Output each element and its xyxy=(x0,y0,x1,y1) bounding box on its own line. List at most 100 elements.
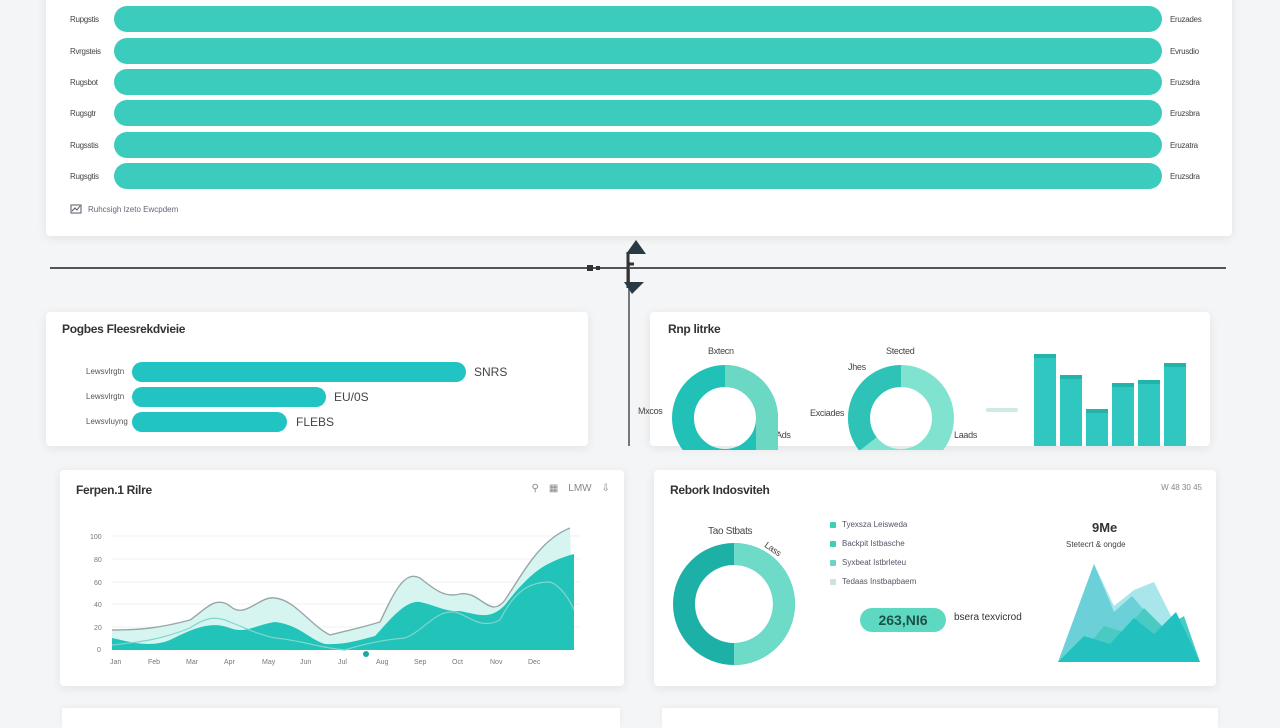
bar-label: Rugsstis xyxy=(70,141,99,150)
mini-bar-chart xyxy=(1034,354,1194,446)
panel-title: Ferpen.1 Rilre xyxy=(76,483,152,497)
bar-value: EU/0S xyxy=(334,390,369,404)
bar-row: Lewsvluyng FLEBS xyxy=(46,412,588,432)
bar[interactable] xyxy=(114,100,1162,126)
connector xyxy=(986,408,1018,412)
svg-text:May: May xyxy=(262,659,276,666)
legend-swatch xyxy=(830,521,836,528)
area-chart-panel: Ferpen.1 Rilre ⚲ ▦ LMW ⇩ 100 80 60 40 20 0 J… xyxy=(60,470,624,686)
donut-chart[interactable] xyxy=(672,360,778,450)
bar-row: Rugsbot Eruzsdra xyxy=(46,69,1232,97)
legend-swatch xyxy=(830,578,836,585)
panel-title: Rebork Indosviteh xyxy=(670,483,770,497)
resize-handle-icon[interactable] xyxy=(586,238,646,298)
donut-left-label: Mxcos xyxy=(638,406,663,416)
pan-icon[interactable]: ▦ xyxy=(548,483,559,494)
mountain-area-chart[interactable] xyxy=(1054,556,1204,666)
bar-row: Rugsstis Eruzatra xyxy=(46,132,1232,160)
bar-row: Rupgstis Eruzades xyxy=(46,6,1232,34)
area-chart[interactable]: 100 80 60 40 20 0 Jan Feb Mar Apr May Jun Jul Aug… xyxy=(60,470,624,686)
mini-bar[interactable] xyxy=(1164,363,1186,446)
donut-right-label: Ads xyxy=(776,430,791,440)
bar[interactable] xyxy=(132,362,466,382)
legend-label: Tedaas Instbapbaem xyxy=(842,577,917,586)
x-axis: Jan Feb Mar Apr May Jun Jul Aug Sep Oct Nov Dec xyxy=(110,659,541,666)
bar-label: Lewsvlrgtn xyxy=(86,367,125,376)
panel-title: Pogbes Fleesrekdvieie xyxy=(62,322,186,336)
legend-label: Backpit Istbasche xyxy=(842,539,905,548)
bar-label: Rvrgsteis xyxy=(70,47,101,56)
bar[interactable] xyxy=(114,163,1162,189)
donut-chart[interactable] xyxy=(672,542,796,666)
bar[interactable] xyxy=(114,6,1162,32)
chart-toolbar: ⚲ ▦ LMW ⇩ xyxy=(531,483,610,494)
svg-text:100: 100 xyxy=(90,534,102,541)
bar[interactable] xyxy=(114,69,1162,95)
mini-bar[interactable] xyxy=(1086,409,1108,446)
legend-item[interactable]: Syxbeat Istbrleteu xyxy=(830,553,916,572)
toolbar-text[interactable]: LMW xyxy=(568,483,592,494)
svg-text:40: 40 xyxy=(94,602,102,609)
kpi-label: bsera texvicrod xyxy=(954,612,1022,623)
bar-row: Lewsvlrgtn SNRS xyxy=(46,362,588,382)
svg-text:Jan: Jan xyxy=(110,659,121,666)
chart-footer: Ruhcsigh Izeto Ewcpdem xyxy=(70,204,178,214)
bar-value: Eruzades xyxy=(1170,15,1202,24)
donut-title: Tao Stbats xyxy=(708,526,753,537)
bar-row: Rugsgtis Eruzsdra xyxy=(46,163,1232,191)
mountain-subtitle: Stetecrt & ongde xyxy=(1066,540,1126,549)
svg-text:80: 80 xyxy=(94,557,102,564)
bar[interactable] xyxy=(114,38,1162,64)
bar-label: Lewsvluyng xyxy=(86,417,128,426)
bar[interactable] xyxy=(114,132,1162,158)
mini-bar[interactable] xyxy=(1112,383,1134,446)
mini-bar[interactable] xyxy=(1060,375,1082,446)
legend: Tyexsza Leisweda Backpit Istbasche Syxbe… xyxy=(830,515,916,591)
mountain-title: 9Me xyxy=(1092,520,1118,535)
bar-row: Rugsgtr Eruzsbra xyxy=(46,100,1232,128)
bar-label: Lewsvlrgtn xyxy=(86,392,125,401)
panel-toolbar[interactable]: W 48 30 45 xyxy=(1161,483,1202,492)
bar-label: Rugsgtis xyxy=(70,172,99,181)
vertical-splitter[interactable] xyxy=(628,262,630,446)
donut-left-label: Exciades xyxy=(810,408,845,418)
bar-value: Eruzsbra xyxy=(1170,109,1200,118)
donut-chart[interactable] xyxy=(848,360,954,450)
bar-value: SNRS xyxy=(474,365,508,379)
svg-text:0: 0 xyxy=(97,647,101,654)
bar[interactable] xyxy=(132,387,326,407)
svg-text:Aug: Aug xyxy=(376,659,389,666)
top-bar-chart-panel: Rupgstis Eruzades Rvrgsteis Evrusdio Rug… xyxy=(46,0,1232,236)
kpi-value-badge: 263,NI6 xyxy=(860,608,946,632)
bar[interactable] xyxy=(132,412,287,432)
toolbar-text[interactable]: W 48 30 45 xyxy=(1161,483,1202,492)
legend-label: Syxbeat Istbrleteu xyxy=(842,558,907,567)
bar-label: Rugsgtr xyxy=(70,109,96,118)
mini-bar[interactable] xyxy=(1138,379,1160,446)
bar-row: Lewsvlrgtn EU/0S xyxy=(46,387,588,407)
mini-bar[interactable] xyxy=(1034,354,1056,446)
zoom-icon[interactable]: ⚲ xyxy=(531,483,539,494)
legend-item[interactable]: Tyexsza Leisweda xyxy=(830,515,916,534)
horizontal-splitter[interactable] xyxy=(50,267,1226,269)
bottom-card-left xyxy=(62,708,620,728)
donut-top-label: Stected xyxy=(886,346,915,356)
svg-text:Jun: Jun xyxy=(300,659,311,666)
bottom-card-right xyxy=(662,708,1218,728)
legend-item[interactable]: Backpit Istbasche xyxy=(830,534,916,553)
svg-text:Dec: Dec xyxy=(528,659,541,666)
svg-text:Feb: Feb xyxy=(148,659,160,666)
svg-text:Nov: Nov xyxy=(490,659,503,666)
download-icon[interactable]: ⇩ xyxy=(601,483,610,494)
bar-value: Evrusdio xyxy=(1170,47,1199,56)
legend-swatch xyxy=(830,540,836,547)
svg-text:Jul: Jul xyxy=(338,659,347,666)
donut-top-label: Bxtecn xyxy=(708,346,734,356)
horizontal-bars-panel: Pogbes Fleesrekdvieie Lewsvlrgtn SNRS Le… xyxy=(46,312,588,446)
svg-text:Mar: Mar xyxy=(186,659,199,666)
donuts-panel: Rnp litrke Bxtecn Mxcos Ads Stected Jhes… xyxy=(638,312,1210,450)
svg-text:Apr: Apr xyxy=(224,659,236,666)
chart-icon xyxy=(70,204,82,214)
y-axis: 100 80 60 40 20 0 xyxy=(90,534,102,654)
legend-item[interactable]: Tedaas Instbapbaem xyxy=(830,572,916,591)
